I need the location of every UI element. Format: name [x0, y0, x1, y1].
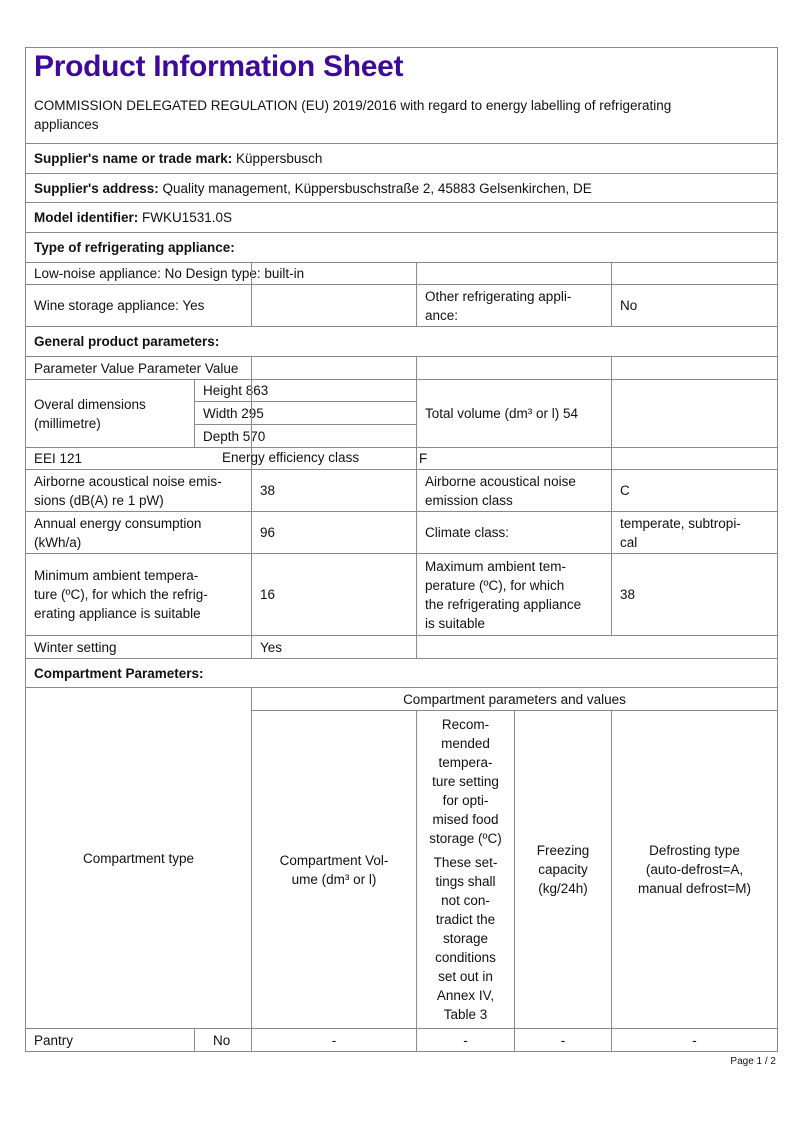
- annual-label: Annual energy consumption (kWh/a): [25, 511, 252, 554]
- climate-value: temperate, subtropi- cal: [611, 511, 778, 554]
- volume-header: Compartment Vol- ume (dm³ or l): [251, 710, 417, 1029]
- freezing-header: Freezing capacity (kg/24h): [514, 710, 612, 1029]
- row-defrost: -: [611, 1028, 778, 1052]
- row-volume: -: [251, 1028, 417, 1052]
- compartment-group-header: Compartment parameters and values: [251, 687, 778, 711]
- temperature-header: Recom- mended tempera- ture setting for …: [416, 710, 515, 1029]
- supplier-name-label: Supplier's name or trade mark:: [34, 151, 233, 166]
- other-appliance-label: Other refrigerating appli- ance:: [416, 284, 612, 327]
- noise-class-label: Airborne acoustical noise emission class: [416, 469, 612, 512]
- param-header-cell: Parameter Value Parameter Value: [25, 356, 417, 380]
- empty-cell: [611, 447, 778, 470]
- divider: [251, 356, 252, 380]
- model-value: FWKU1531.0S: [138, 210, 233, 225]
- winter-label: Winter setting: [25, 635, 252, 659]
- climate-label: Climate class:: [416, 511, 612, 554]
- noise-label: Airborne acoustical noise emis- sions (d…: [25, 469, 252, 512]
- divider: [251, 379, 252, 448]
- winter-value: Yes: [251, 635, 417, 659]
- page-title: Product Information Sheet: [34, 50, 404, 83]
- row-freezing: -: [514, 1028, 612, 1052]
- defrost-header: Defrosting type (auto-defrost=A, manual …: [611, 710, 778, 1029]
- supplier-address-row: Supplier's address: Quality management, …: [25, 173, 778, 203]
- empty-cell: [611, 262, 778, 285]
- divider: [251, 262, 252, 285]
- dimensions-label: Overal dimensions (millimetre): [25, 379, 195, 448]
- energy-class-label: Energy efficiency class: [222, 450, 360, 465]
- temperature-header-main: Recom- mended tempera- ture setting for …: [429, 717, 502, 846]
- total-volume-cell: Total volume (dm³ or l) 54: [416, 379, 612, 448]
- depth-cell: Depth 570: [194, 424, 417, 448]
- empty-cell: [416, 635, 778, 659]
- compartment-type-header: Compartment type: [25, 687, 252, 1029]
- type-heading: Type of refrigerating appliance:: [25, 232, 778, 263]
- annual-value: 96: [251, 511, 417, 554]
- row-temp: -: [416, 1028, 515, 1052]
- regulation-text: COMMISSION DELEGATED REGULATION (EU) 201…: [34, 98, 672, 132]
- empty-cell: [416, 262, 612, 285]
- width-cell: Width 295: [194, 401, 417, 425]
- page-number: Page 1 / 2: [730, 1056, 776, 1067]
- empty-cell: [251, 284, 417, 327]
- empty-cell: [611, 379, 778, 448]
- low-noise-cell: Low-noise appliance: No Design type: bui…: [25, 262, 417, 285]
- energy-class-value: F: [416, 447, 612, 470]
- supplier-name-value: Küppersbusch: [232, 151, 323, 166]
- row-present: No: [194, 1028, 252, 1052]
- noise-class-value: C: [611, 469, 778, 512]
- empty-cell: [416, 356, 612, 380]
- other-appliance-value: No: [611, 284, 778, 327]
- divider: [251, 447, 252, 470]
- temperature-header-note: These set- tings shall not con- tradict …: [433, 855, 498, 1022]
- min-ambient-value: 16: [251, 553, 417, 636]
- supplier-address-label: Supplier's address:: [34, 180, 159, 196]
- supplier-name-row: Supplier's name or trade mark: Küppersbu…: [25, 143, 778, 174]
- general-heading: General product parameters:: [25, 326, 778, 357]
- max-ambient-label: Maximum ambient tem- perature (ºC), for …: [416, 553, 612, 636]
- row-type: Pantry: [25, 1028, 195, 1052]
- compartment-heading: Compartment Parameters:: [25, 658, 778, 688]
- wine-storage-cell: Wine storage appliance: Yes: [25, 284, 252, 327]
- min-ambient-label: Minimum ambient tempera- ture (ºC), for …: [25, 553, 252, 636]
- empty-cell: [611, 356, 778, 380]
- max-ambient-value: 38: [611, 553, 778, 636]
- model-label: Model identifier:: [34, 210, 139, 225]
- supplier-address-value: Quality management, Küppersbuschstraße 2…: [158, 180, 592, 196]
- height-cell: Height 863: [194, 379, 417, 402]
- model-row: Model identifier: FWKU1531.0S: [25, 202, 778, 233]
- noise-value: 38: [251, 469, 417, 512]
